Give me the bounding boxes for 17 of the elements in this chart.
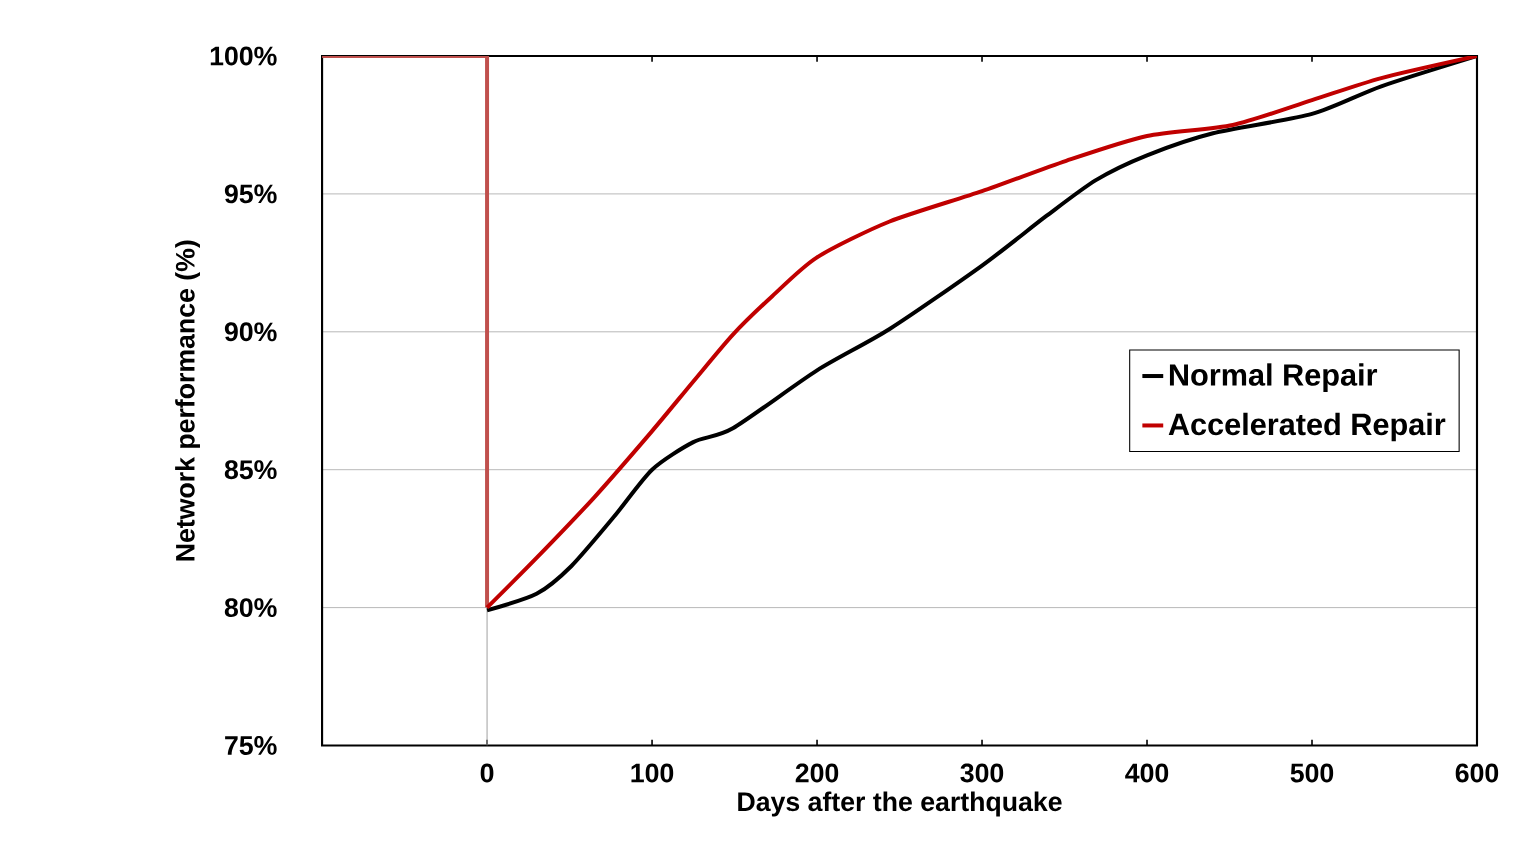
legend-label: Normal Repair	[1169, 363, 1378, 393]
x-tick-label: 300	[960, 763, 1004, 783]
x-tick-label: 500	[1290, 763, 1334, 783]
x-axis-title: Days after the earthquake	[738, 791, 1062, 817]
legend-label: Accelerated Repair	[1168, 412, 1446, 442]
x-tick-label: 100	[631, 763, 674, 783]
x-tick-label: 0	[480, 763, 494, 783]
x-tick-label: 400	[1125, 763, 1169, 783]
y-tick-label: 85%	[224, 460, 277, 480]
y-tick-label: 75%	[225, 736, 277, 756]
y-tick-label: 100%	[210, 46, 277, 66]
x-tick-label: 600	[1455, 763, 1499, 783]
y-tick-label: 80%	[224, 598, 277, 618]
y-axis-title: Network performance (%)	[175, 240, 200, 561]
y-tick-label: 95%	[224, 184, 277, 204]
y-tick-label: 90%	[224, 322, 277, 342]
x-tick-label: 200	[795, 763, 839, 783]
